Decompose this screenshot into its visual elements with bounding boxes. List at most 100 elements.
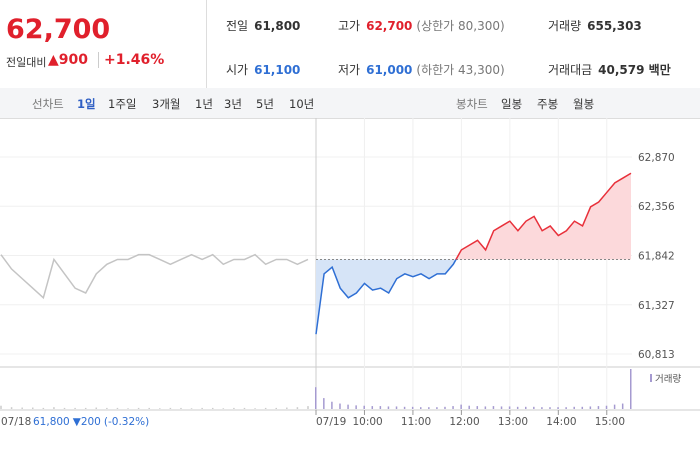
change: ▲900 [48,52,88,68]
stat: 시가 61,100 [226,61,300,78]
volume-bar [613,404,616,409]
tab[interactable]: 10년 [289,97,315,111]
volume-bar [476,406,479,409]
stat-value: 62,700 [366,19,413,33]
volume-bar [581,406,584,409]
stat-sub: (상한가 80,300) [416,19,505,33]
volume-bar [95,407,98,409]
x-tick-label: 10:00 [352,416,382,428]
volume-bar [275,407,277,409]
volume-bar [180,407,182,409]
volume-bar [169,407,172,409]
volume-bar [492,406,495,409]
tab[interactable]: 3년 [224,97,242,111]
volume-bar [411,406,414,409]
stat-sub: (하한가 43,300) [416,63,505,77]
volume-bar [211,407,214,409]
change-label: 전일대비 [6,56,47,69]
stat-value: 61,100 [254,63,301,77]
tab[interactable]: 5년 [256,97,274,111]
volume-bar [565,407,567,409]
area [316,173,631,335]
change-pct: +1.46% [98,52,164,68]
price-box: 62,700 전일대비 ▲900 +1.46% [0,0,207,88]
prev-price-line [0,253,309,300]
y-tick-label: 62,870 [638,152,675,164]
volume-bar [74,407,76,409]
volume-bar [557,407,559,409]
stat-value: 40,579 백만 [598,63,671,77]
volume-bar [42,407,45,409]
volume-bar [500,406,503,409]
tab[interactable]: 1주일 [108,97,137,111]
stat-label: 전일 [226,19,249,33]
volume-bar [516,406,519,409]
volume-bar [347,404,349,409]
volume-bar [21,407,23,409]
volume-bar [254,408,256,409]
y-tick-label: 61,842 [638,250,675,262]
prev-close: 61,800 [33,416,70,428]
legend-label: 거래량 [655,373,681,385]
volume-bar [159,408,161,409]
stat: 저가 61,000 (하한가 43,300) [338,61,505,78]
stat-label: 고가 [338,19,361,33]
chart: 62,870 62,356 61,842 61,327 60,813 07/19 10:00… [0,118,700,428]
volume-bar [533,406,535,409]
volume-bar [63,407,66,409]
volume-bar [597,406,600,409]
stat: 거래량 655,303 [548,17,642,34]
volume-bar [420,407,422,409]
volume-bar [233,407,235,409]
volume-bar [403,406,406,409]
tab[interactable]: 1년 [195,97,213,111]
y-tick-label: 60,813 [638,349,675,361]
volume-bar [460,404,462,409]
x-tick-label: 14:00 [546,416,576,428]
volume-bar [589,406,592,409]
prev-change: ▼200 [73,416,101,428]
volume-bar [541,407,543,409]
tab[interactable]: 3개월 [152,97,181,111]
stat-label: 거래량 [548,19,582,33]
volume-bar [605,405,608,409]
tab[interactable]: 1일 [77,97,96,111]
volume-bar [10,407,13,409]
x-tick-label: 11:00 [401,416,431,428]
stat-value: 61,800 [254,19,301,33]
stat: 고가 62,700 (상한가 80,300) [338,17,505,34]
stat-label: 저가 [338,63,361,77]
volume-bar [307,406,309,409]
legend-swatch [650,374,652,382]
volume-bar [137,407,140,409]
volume-bar [286,407,288,409]
x-tick-label: 07/18 [1,416,31,428]
volume-bar [468,405,470,409]
volume-bar [84,407,87,409]
volume-bar [484,406,487,409]
price-line [315,172,632,335]
price: 62,700 [6,14,111,45]
volume-bar [371,406,374,409]
volume-bar [387,406,390,409]
volume-bar [116,407,119,409]
volume-bar [53,407,55,409]
volume-bar [190,408,193,409]
tab-label: 봉차트 [456,97,488,111]
tab-label: 선차트 [32,97,64,111]
volume-bar [32,407,34,409]
volume-bar [315,387,317,409]
tab-bar: 선차트 1일 1주일 3개월 1년 3년 5년 10년 봉차트 일봉 주봉 월봉 [0,88,700,119]
header: 62,700 전일대비 ▲900 +1.46% 전일 61,800 고가 62,700… [0,0,700,89]
tab[interactable]: 월봉 [573,97,595,111]
volume-bar [0,405,2,409]
volume-bar [127,408,129,409]
volume-bar [201,407,203,409]
tab[interactable]: 주봉 [537,97,559,111]
tab[interactable]: 일봉 [501,97,523,111]
volume-bar [573,406,575,409]
x-tick-label: 15:00 [595,416,625,428]
y-tick-label: 61,327 [638,300,675,312]
x-tick-label: 13:00 [498,416,528,428]
volume-bar [331,401,333,409]
